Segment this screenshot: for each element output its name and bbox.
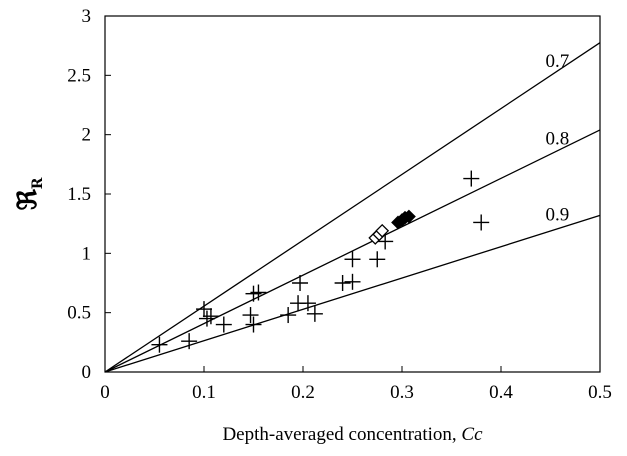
data-point-plus xyxy=(473,214,489,230)
reference-line-label: 0.8 xyxy=(546,129,570,150)
y-tick-label: 1 xyxy=(82,243,92,264)
x-tick-label: 0.2 xyxy=(291,382,315,403)
plot-frame xyxy=(105,16,600,372)
x-tick-label: 0.4 xyxy=(489,382,513,403)
y-axis-label-main: ℜR xyxy=(13,177,46,210)
y-tick-label: 3 xyxy=(82,6,92,27)
x-axis-label-text: Depth-averaged concentration, xyxy=(222,424,461,445)
data-point-plus xyxy=(292,275,308,291)
y-tick-label: 0 xyxy=(82,362,92,383)
x-tick-label: 0.3 xyxy=(390,382,414,403)
data-point-plus xyxy=(280,307,296,323)
x-axis-label-symbol: Cc xyxy=(461,424,483,445)
reference-line-0.9 xyxy=(105,215,600,372)
reference-line-label: 0.7 xyxy=(546,51,570,72)
y-tick-label: 1.5 xyxy=(67,184,91,205)
data-point-plus xyxy=(300,295,316,311)
y-tick-label: 0.5 xyxy=(67,303,91,324)
data-point-plus xyxy=(307,306,323,322)
data-point-plus xyxy=(463,171,479,187)
data-point-plus xyxy=(243,307,259,323)
reference-line-0.7 xyxy=(105,43,600,372)
reference-line-0.8 xyxy=(105,130,600,372)
x-tick-label: 0 xyxy=(100,382,110,403)
y-tick-label: 2 xyxy=(82,125,92,146)
y-axis-label: ℜR xyxy=(13,177,46,210)
x-tick-label: 0.1 xyxy=(192,382,216,403)
x-tick-label: 0.5 xyxy=(588,382,612,403)
data-point-plus xyxy=(345,274,361,290)
data-point-plus xyxy=(246,317,262,333)
x-axis-label: Depth-averaged concentration, Cc xyxy=(222,424,483,445)
reference-line-label: 0.9 xyxy=(546,205,570,226)
data-point-plus xyxy=(196,301,212,317)
y-axis-symbol: ℜ xyxy=(13,188,43,210)
data-point-plus xyxy=(203,308,219,324)
data-point-plus xyxy=(216,317,232,333)
data-point-plus xyxy=(335,275,351,291)
y-tick-label: 2.5 xyxy=(67,65,91,86)
data-point-plus xyxy=(369,251,385,267)
data-points xyxy=(151,171,489,353)
y-axis-subscript: R xyxy=(30,177,46,189)
reference-lines xyxy=(105,43,600,372)
